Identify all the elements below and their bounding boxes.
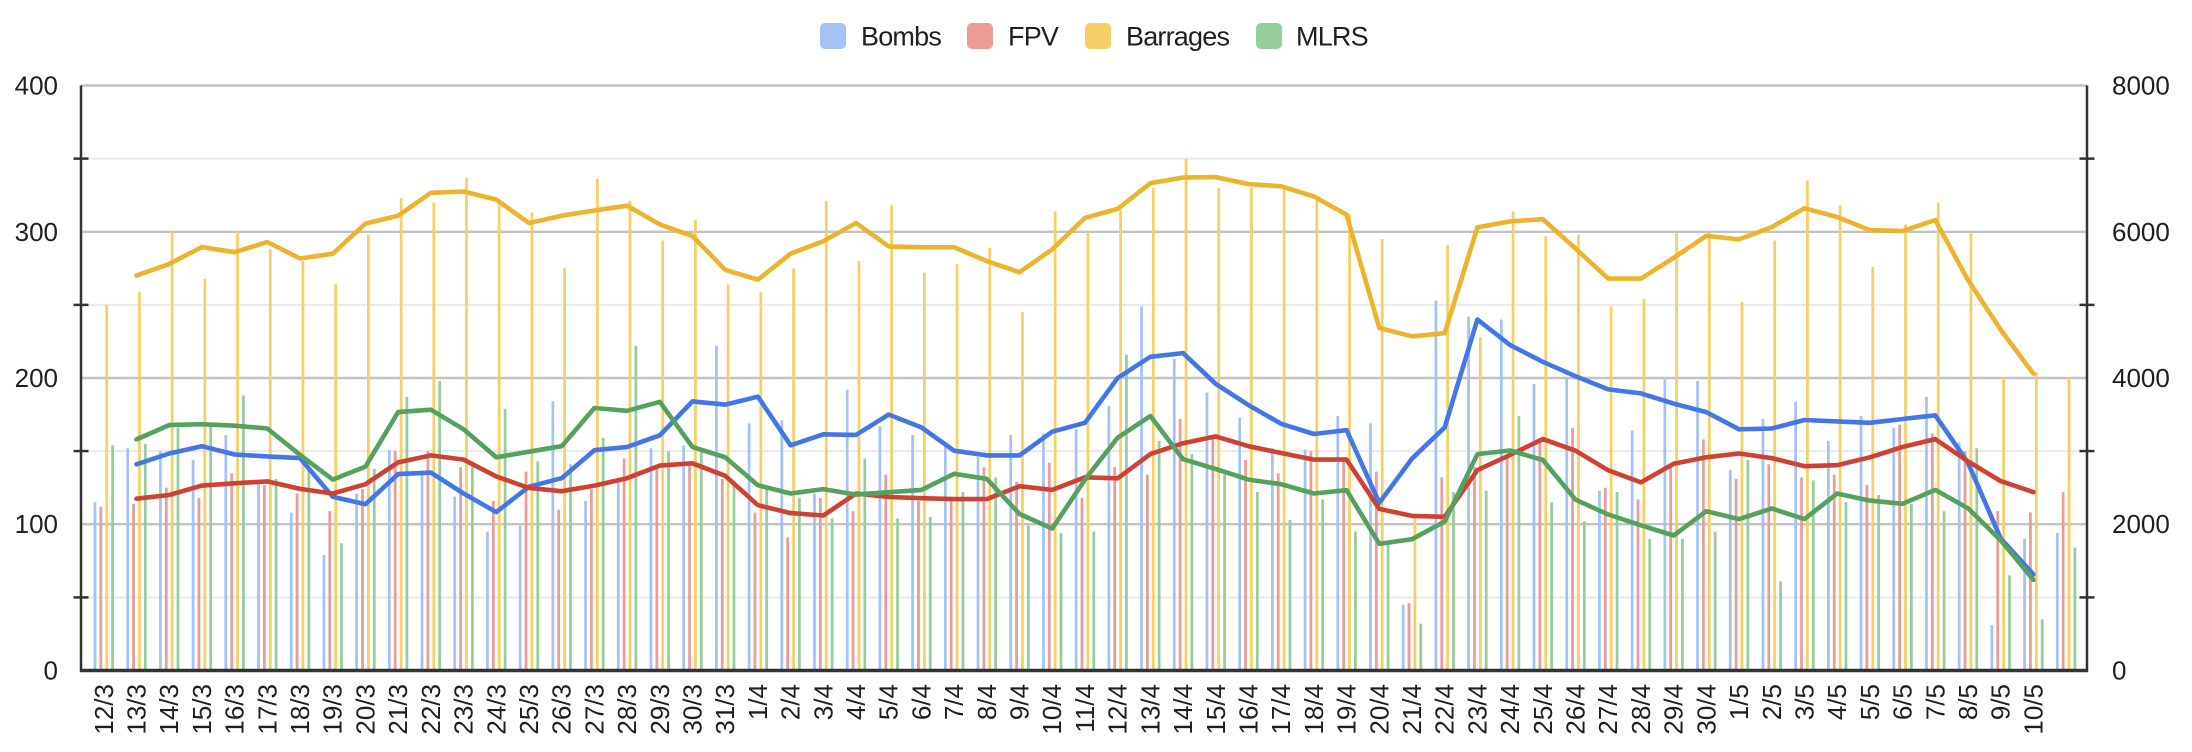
svg-text:25/4: 25/4	[1528, 684, 1558, 735]
svg-text:17/4: 17/4	[1266, 684, 1296, 735]
svg-text:6000: 6000	[2112, 217, 2170, 247]
svg-text:26/3: 26/3	[547, 684, 577, 735]
svg-text:14/3: 14/3	[154, 684, 184, 735]
svg-text:FPV: FPV	[1008, 22, 1059, 52]
svg-text:5/4: 5/4	[874, 684, 904, 720]
svg-text:200: 200	[15, 363, 58, 393]
svg-text:0: 0	[2112, 656, 2126, 686]
svg-text:10/5: 10/5	[2018, 684, 2048, 735]
svg-text:11/4: 11/4	[1070, 684, 1100, 733]
svg-text:7/4: 7/4	[939, 684, 969, 720]
svg-text:2/4: 2/4	[776, 684, 806, 720]
svg-text:29/4: 29/4	[1659, 684, 1689, 735]
svg-text:23/4: 23/4	[1462, 684, 1492, 735]
svg-text:9/5: 9/5	[1986, 684, 2016, 720]
svg-text:13/3: 13/3	[122, 684, 152, 735]
svg-text:13/4: 13/4	[1135, 684, 1165, 735]
svg-text:14/4: 14/4	[1168, 684, 1198, 735]
svg-text:21/4: 21/4	[1397, 684, 1427, 735]
svg-text:8000: 8000	[2112, 71, 2170, 101]
svg-text:7/5: 7/5	[1920, 684, 1950, 720]
svg-text:28/4: 28/4	[1626, 684, 1656, 735]
svg-text:300: 300	[15, 217, 58, 247]
svg-text:30/4: 30/4	[1691, 684, 1721, 735]
svg-text:0: 0	[44, 656, 58, 686]
svg-text:27/3: 27/3	[579, 684, 609, 735]
svg-text:5/5: 5/5	[1855, 684, 1885, 720]
svg-text:15/4: 15/4	[1201, 684, 1231, 735]
svg-text:16/3: 16/3	[220, 684, 250, 735]
svg-text:4000: 4000	[2112, 363, 2170, 393]
svg-text:9/4: 9/4	[1005, 684, 1035, 720]
svg-text:2000: 2000	[2112, 509, 2170, 539]
svg-text:6/5: 6/5	[1888, 684, 1918, 720]
svg-text:1/4: 1/4	[743, 684, 773, 720]
svg-text:400: 400	[15, 71, 58, 101]
svg-text:31/3: 31/3	[710, 684, 740, 735]
svg-text:19/3: 19/3	[318, 684, 348, 735]
svg-text:24/3: 24/3	[481, 684, 511, 735]
svg-text:22/3: 22/3	[416, 684, 446, 735]
svg-text:20/3: 20/3	[350, 684, 380, 735]
svg-text:24/4: 24/4	[1495, 684, 1525, 735]
svg-text:12/3: 12/3	[89, 684, 119, 735]
svg-text:2/5: 2/5	[1757, 684, 1787, 720]
svg-text:4/5: 4/5	[1822, 684, 1852, 720]
svg-text:4/4: 4/4	[841, 684, 871, 720]
svg-text:17/3: 17/3	[252, 684, 282, 735]
svg-text:27/4: 27/4	[1593, 684, 1623, 735]
svg-text:30/3: 30/3	[677, 684, 707, 735]
svg-text:23/3: 23/3	[449, 684, 479, 735]
svg-text:MLRS: MLRS	[1296, 22, 1368, 52]
svg-text:25/3: 25/3	[514, 684, 544, 735]
svg-text:18/3: 18/3	[285, 684, 315, 735]
svg-text:16/4: 16/4	[1233, 684, 1263, 735]
svg-text:1/5: 1/5	[1724, 684, 1754, 720]
svg-text:28/3: 28/3	[612, 684, 642, 735]
svg-text:10/4: 10/4	[1037, 684, 1067, 735]
svg-text:3/5: 3/5	[1789, 684, 1819, 720]
svg-text:Barrages: Barrages	[1126, 22, 1229, 52]
svg-text:8/5: 8/5	[1953, 684, 1983, 720]
svg-text:18/4: 18/4	[1299, 684, 1329, 735]
svg-text:Bombs: Bombs	[861, 22, 941, 52]
svg-text:3/4: 3/4	[808, 684, 838, 720]
svg-text:8/4: 8/4	[972, 684, 1002, 720]
svg-text:26/4: 26/4	[1561, 684, 1591, 735]
svg-text:20/4: 20/4	[1364, 684, 1394, 735]
svg-text:100: 100	[15, 509, 58, 539]
svg-text:21/3: 21/3	[383, 684, 413, 735]
svg-text:19/4: 19/4	[1332, 684, 1362, 735]
svg-text:22/4: 22/4	[1430, 684, 1460, 735]
svg-text:29/3: 29/3	[645, 684, 675, 735]
svg-text:12/4: 12/4	[1103, 684, 1133, 735]
svg-text:6/4: 6/4	[906, 684, 936, 720]
svg-text:15/3: 15/3	[187, 684, 217, 735]
